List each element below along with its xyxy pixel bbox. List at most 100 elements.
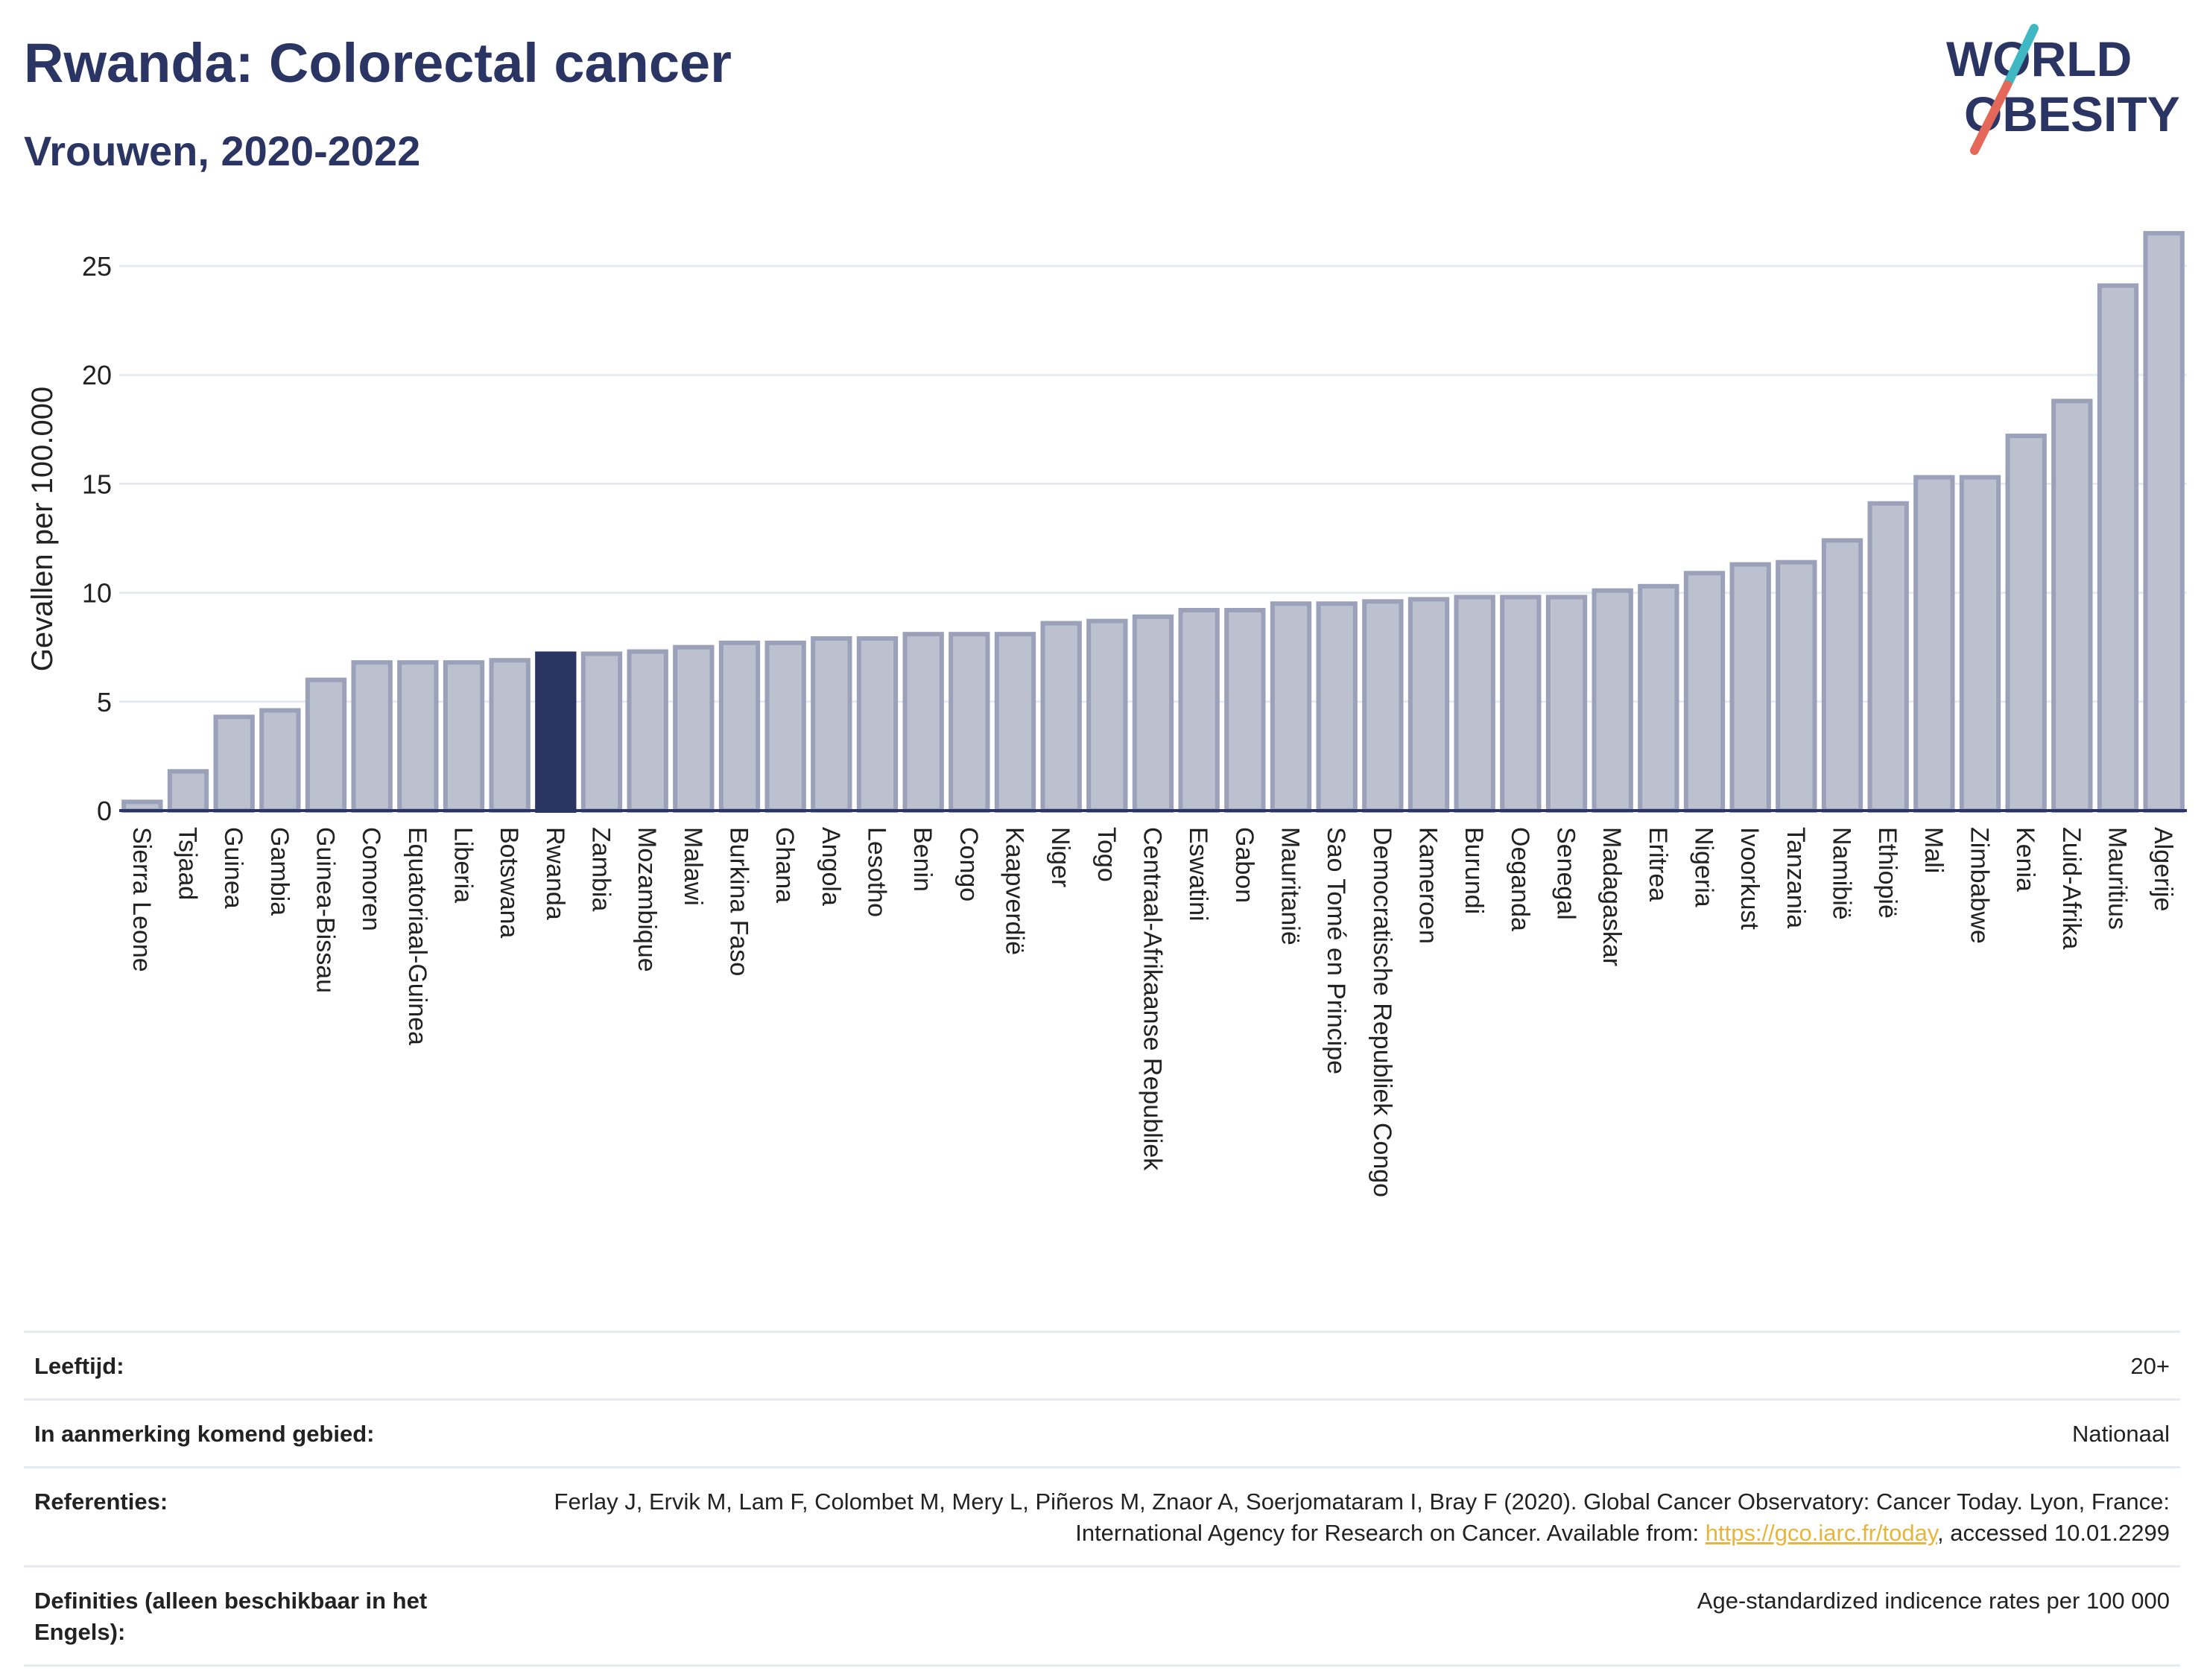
x-tick-label: Benin [908,827,937,892]
y-tick-label: 25 [82,251,112,282]
bar-benin[interactable] [902,632,944,813]
meta-row-area: In aanmerking komend gebied: Nationaal [24,1398,2180,1466]
bar-zambia[interactable] [580,651,623,813]
x-tick-label: Mauritius [2103,827,2132,930]
bar-burundi[interactable] [1454,595,1495,813]
x-tick-label: Mauritanië [1276,827,1305,945]
area-value: Nationaal [2072,1421,2170,1447]
bar-ethiopi-[interactable] [1867,501,1909,813]
x-tick-label: Gambia [265,827,294,916]
bar-botswana[interactable] [489,658,531,814]
bar-nigeria[interactable] [1683,571,1726,813]
bar-gambia[interactable] [259,708,301,813]
y-tick-label: 0 [97,796,112,826]
bar-mozambique[interactable] [627,649,668,813]
meta-row-definitions: Definities (alleen beschikbaar in het En… [24,1565,2180,1667]
x-tick-label: Liberia [449,827,478,903]
bar-kenia[interactable] [2005,434,2047,814]
x-tick-label: Ivoorkust [1735,827,1764,930]
x-tick-label: Burkina Faso [725,827,753,976]
bar-eswatini[interactable] [1178,607,1220,813]
bar-guinea-bissau[interactable] [305,677,347,813]
y-axis-title: Gevallen per 100.000 [26,387,59,672]
y-tick-label: 10 [82,578,112,609]
metadata-table: Leeftijd: 20+ In aanmerking komend gebie… [24,1331,2180,1667]
meta-row-age: Leeftijd: 20+ [24,1331,2180,1398]
x-axis-ticks: Sierra Leone Tsjaad Guinea Gambia Guinea-Bis… [127,827,2177,1197]
bar-comoren[interactable] [351,660,393,814]
bar-gabon[interactable] [1224,607,1266,813]
bar-senegal[interactable] [1545,595,1588,813]
x-tick-label: Algerije [2149,827,2177,911]
bar-oeganda[interactable] [1500,595,1542,813]
bar-zuid-afrika[interactable] [2051,399,2093,813]
meta-row-references: Referenties: Ferlay J, Ervik M, Lam F, C… [24,1466,2180,1565]
references-link[interactable]: https://gco.iarc.fr/today [1705,1520,1938,1546]
x-tick-label: Rwanda [541,827,569,920]
bar-ivoorkust[interactable] [1729,562,1771,813]
chart-title: Rwanda: Colorectal cancer [24,32,732,94]
age-label: Leeftijd: [34,1353,124,1379]
x-tick-label: Centraal-Afrikaanse Republiek [1139,827,1167,1171]
bar-rwanda[interactable] [535,651,577,813]
bar-eritrea[interactable] [1638,583,1679,813]
bar-congo[interactable] [949,632,990,813]
x-tick-label: Senegal [1552,827,1580,920]
x-tick-label: Guinea-Bissau [311,827,340,993]
bar-equatoriaal-guinea[interactable] [397,660,439,814]
bar-mauritius[interactable] [2097,283,2139,814]
x-tick-label: Nigeria [1690,827,1718,907]
x-tick-label: Ghana [770,827,799,903]
y-tick-label: 15 [82,469,112,499]
bar-guinea[interactable] [213,714,255,814]
bar-lesotho[interactable] [856,636,899,814]
bar-tanzania[interactable] [1776,560,1817,813]
bar-centraal-afrikaanse-republiek[interactable] [1132,614,1174,813]
bar-angola[interactable] [811,636,852,814]
logo-line1: WORLD [1946,31,2132,86]
x-tick-label: Tsjaad [174,827,202,900]
bar-niger[interactable] [1040,621,1082,814]
x-tick-label: Burundi [1460,827,1488,914]
x-tick-label: Madagaskar [1597,827,1626,966]
bar-sao-tom-en-principe[interactable] [1316,601,1358,813]
x-tick-label: Togo [1092,827,1121,882]
bar-tsjaad[interactable] [167,769,209,814]
bar-liberia[interactable] [443,660,485,814]
bar-mauritani-[interactable] [1270,601,1312,813]
bar-kaapverdi-[interactable] [994,632,1036,813]
x-tick-label: Equatoriaal-Guinea [403,827,431,1045]
x-tick-label: Kenia [2011,827,2039,892]
chart-subtitle: Vrouwen, 2020-2022 [24,127,421,174]
x-tick-label: Zuid-Afrika [2057,827,2086,949]
x-tick-label: Malawi [679,827,707,906]
bar-namibi-[interactable] [1821,538,1863,813]
bar-kameroen[interactable] [1407,597,1450,813]
y-tick-label: 5 [97,687,112,717]
bar-burkina-faso[interactable] [718,640,761,813]
bar-zimbabwe[interactable] [1959,475,2001,813]
world-obesity-logo: WORLD OBESITY [1946,24,2180,155]
x-tick-label: Oeganda [1506,827,1534,931]
y-axis-ticks: 0 5 10 15 20 25 [82,251,112,826]
x-tick-label: Guinea [219,827,247,909]
bar-democratische-republiek-congo[interactable] [1362,599,1404,814]
logo-stroke-teal [2003,24,2039,89]
x-tick-label: Kameroen [1414,827,1443,944]
references-accessed: , accessed 10.01.2299 [1937,1520,2170,1546]
bar-madagaskar[interactable] [1592,588,1633,814]
references-label: Referenties: [34,1489,168,1515]
bar-ghana[interactable] [764,640,806,813]
x-tick-label: Sao Tomé en Principe [1322,827,1350,1074]
x-tick-label: Botswana [495,827,523,938]
x-tick-label: Eritrea [1644,827,1672,901]
x-tick-label: Tanzania [1782,827,1810,928]
logo-stroke-red [1970,80,2012,155]
bar-algerije[interactable] [2143,231,2185,813]
bar-mali[interactable] [1913,475,1955,813]
x-tick-label: Zimbabwe [1966,827,1994,944]
bar-togo[interactable] [1086,618,1128,813]
bar-malawi[interactable] [673,644,715,814]
references-text: Ferlay J, Ervik M, Lam F, Colombet M, Me… [554,1489,2170,1546]
definitions-value: Age-standardized indicence rates per 100… [1697,1588,2170,1614]
